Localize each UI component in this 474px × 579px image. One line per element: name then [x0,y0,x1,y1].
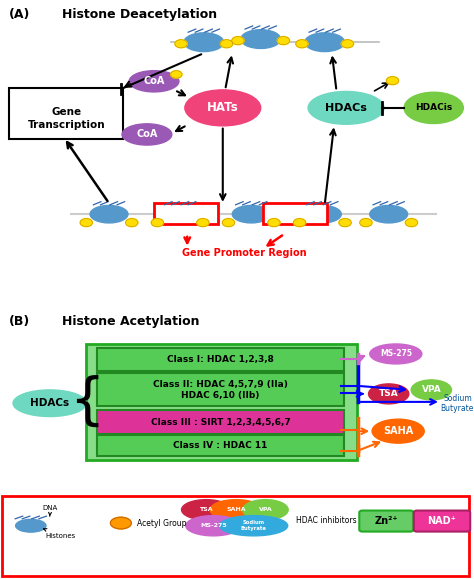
Circle shape [268,218,280,226]
Ellipse shape [370,344,422,364]
Circle shape [171,71,182,78]
FancyBboxPatch shape [97,373,344,406]
Text: VPA: VPA [258,507,273,512]
Ellipse shape [210,500,262,520]
Ellipse shape [13,390,87,416]
Text: VPA: VPA [421,386,441,394]
Text: CoA: CoA [143,76,165,86]
Ellipse shape [90,206,128,223]
Ellipse shape [219,516,288,536]
Text: HDAC inhibitors: HDAC inhibitors [296,516,357,525]
Text: HDACs: HDACs [30,398,69,408]
Text: Class IV : HDAC 11: Class IV : HDAC 11 [173,441,268,450]
FancyBboxPatch shape [154,203,218,225]
Text: NAD⁺: NAD⁺ [428,516,456,526]
FancyBboxPatch shape [97,348,344,371]
Ellipse shape [161,206,199,223]
Ellipse shape [372,419,424,443]
FancyBboxPatch shape [263,203,327,225]
Text: Acetyl Group: Acetyl Group [137,519,187,527]
FancyBboxPatch shape [97,411,344,434]
Text: Gene Promoter Region: Gene Promoter Region [182,248,306,258]
Text: Sodium
Butyrate: Sodium Butyrate [241,521,266,531]
Circle shape [80,218,92,226]
Text: HATs: HATs [207,101,238,115]
FancyBboxPatch shape [86,344,357,460]
Text: Gene: Gene [51,107,82,116]
Text: (B): (B) [9,316,30,328]
Text: SAHA: SAHA [226,507,246,512]
Ellipse shape [184,33,224,52]
Text: {: { [69,375,104,429]
Ellipse shape [411,380,451,400]
Text: HDACs: HDACs [325,103,367,113]
Circle shape [110,517,131,529]
Ellipse shape [243,500,288,520]
Ellipse shape [16,519,46,532]
Text: Histone Acetylation: Histone Acetylation [62,316,199,328]
Text: Histones: Histones [44,529,75,538]
FancyBboxPatch shape [359,511,413,532]
Text: Zn²⁺: Zn²⁺ [374,516,398,526]
Circle shape [222,218,235,226]
Text: SAHA: SAHA [383,426,413,436]
Ellipse shape [369,384,409,404]
Circle shape [151,218,164,226]
Circle shape [197,218,209,226]
Text: TSA: TSA [200,507,213,512]
Circle shape [341,40,354,48]
Circle shape [277,36,290,45]
Text: CoA: CoA [136,130,158,140]
Ellipse shape [122,124,172,145]
Text: DNA: DNA [43,505,58,516]
Circle shape [232,36,244,45]
Ellipse shape [186,516,241,536]
Ellipse shape [308,91,384,124]
Circle shape [175,40,187,48]
Circle shape [360,218,372,226]
Text: Transcription: Transcription [27,120,105,130]
Circle shape [220,40,233,48]
FancyBboxPatch shape [2,496,469,576]
Ellipse shape [129,71,179,92]
Text: Histone Deacetylation: Histone Deacetylation [62,8,217,21]
Text: Class III : SIRT 1,2,3,4,5,6,7: Class III : SIRT 1,2,3,4,5,6,7 [151,417,290,427]
Ellipse shape [370,206,408,223]
Text: (A): (A) [9,8,30,21]
Ellipse shape [303,206,341,223]
Ellipse shape [305,33,345,52]
Circle shape [405,218,418,226]
Circle shape [293,218,306,226]
Circle shape [126,218,138,226]
FancyBboxPatch shape [97,435,344,456]
Ellipse shape [182,500,231,520]
Text: TSA: TSA [379,390,399,398]
Text: Class II: HDAC 4,5,7,9 (IIa): Class II: HDAC 4,5,7,9 (IIa) [153,379,288,389]
Text: HDACis: HDACis [415,104,452,112]
Text: MS-275: MS-275 [200,523,227,528]
Ellipse shape [232,206,270,223]
Circle shape [296,40,308,48]
Circle shape [386,76,399,85]
FancyBboxPatch shape [414,511,470,532]
Text: HDAC 6,10 (IIb): HDAC 6,10 (IIb) [181,391,260,401]
Text: MS-275: MS-275 [380,350,412,358]
Text: Sodium
Butyrate: Sodium Butyrate [441,394,474,413]
Ellipse shape [404,92,464,123]
Circle shape [339,218,351,226]
Ellipse shape [241,30,281,49]
Text: Class I: HDAC 1,2,3,8: Class I: HDAC 1,2,3,8 [167,355,274,364]
FancyBboxPatch shape [9,87,123,139]
Ellipse shape [185,90,261,126]
